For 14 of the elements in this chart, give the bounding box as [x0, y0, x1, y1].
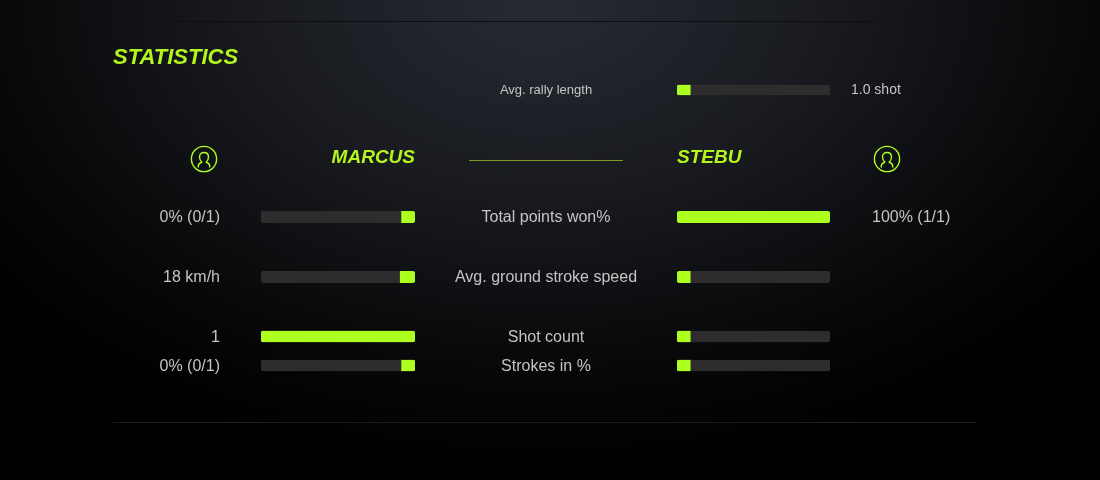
- text: 1.0 shot: [851, 80, 901, 97]
- chart-title: MARCUS: [331, 146, 416, 167]
- y-tick-label: Avg. ground stroke speed: [454, 268, 638, 285]
- text: STATISTICS: [113, 43, 239, 69]
- text: 1: [211, 327, 221, 344]
- y-tick-label: Total points won%: [481, 208, 611, 225]
- y-tick-label: Shot count: [507, 327, 585, 344]
- text: 0% (0/1): [159, 208, 220, 225]
- text: 0% (0/1): [159, 356, 220, 373]
- text: 18 km/h: [163, 268, 220, 285]
- text: 100% (1/1): [872, 208, 951, 225]
- y-tick-label: Avg. rally length: [499, 81, 593, 97]
- y-tick-label: Strokes in %: [501, 356, 591, 373]
- chart-title: STEBU: [677, 146, 743, 167]
